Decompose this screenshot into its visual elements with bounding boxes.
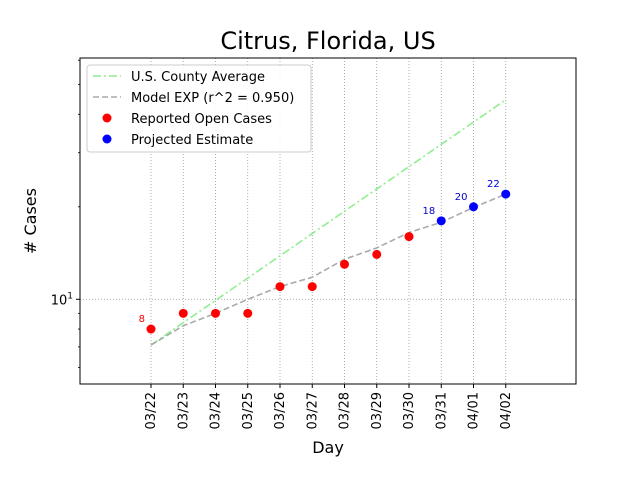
data-label: 8 [139,314,145,325]
x-tick-label: 03/30 [402,392,417,429]
x-tick-label: 03/25 [241,392,256,429]
x-tick-label: 03/26 [273,392,288,429]
legend-label: Model EXP (r^2 = 0.950) [131,91,294,106]
data-point [211,308,220,318]
data-point [307,282,317,292]
series-line [150,193,507,346]
series-layer [146,99,511,346]
data-point [178,308,188,318]
plot-frame [79,57,577,385]
x-tick-label: 03/29 [370,392,385,429]
data-point [469,202,478,212]
data-label: 22 [487,179,500,190]
legend-label: Projected Estimate [131,133,253,148]
x-tick-label: 04/02 [499,392,514,429]
legend: U.S. County Average Model EXP (r^2 = 0.95… [86,64,312,153]
legend-box [86,64,312,153]
annotation-layer: 8 18 20 22 [139,179,500,325]
x-tick-label: 03/27 [305,392,320,429]
x-tick-label: 03/28 [338,392,353,429]
x-axis-label: Day [312,438,344,457]
axis-layer: 03/22 03/23 03/24 03/25 03/26 03/27 03/28 03/29… [51,59,514,429]
data-point [243,308,253,318]
x-tick-label: 04/01 [467,392,482,429]
data-point [404,232,414,242]
data-point [501,189,511,199]
x-tick-label: 03/24 [209,392,224,429]
data-point [275,282,285,292]
x-tick-label: 03/22 [144,392,159,429]
data-point [340,259,349,269]
data-point [146,324,156,334]
y-tick-exponent: 1 [67,291,73,301]
data-point [436,216,446,226]
x-tick-label: 03/31 [434,392,449,429]
series-line [150,99,507,346]
y-axis-label: # Cases [21,188,40,254]
chart-title: Citrus, Florida, US [220,27,435,55]
legend-label: Reported Open Cases [131,112,272,127]
legend-marker [102,113,112,123]
data-label: 18 [423,206,436,217]
x-tick-label: 03/23 [176,392,191,429]
data-point [372,249,382,259]
legend-label: U.S. County Average [131,70,265,85]
data-label: 20 [455,192,468,203]
legend-marker [102,134,112,144]
